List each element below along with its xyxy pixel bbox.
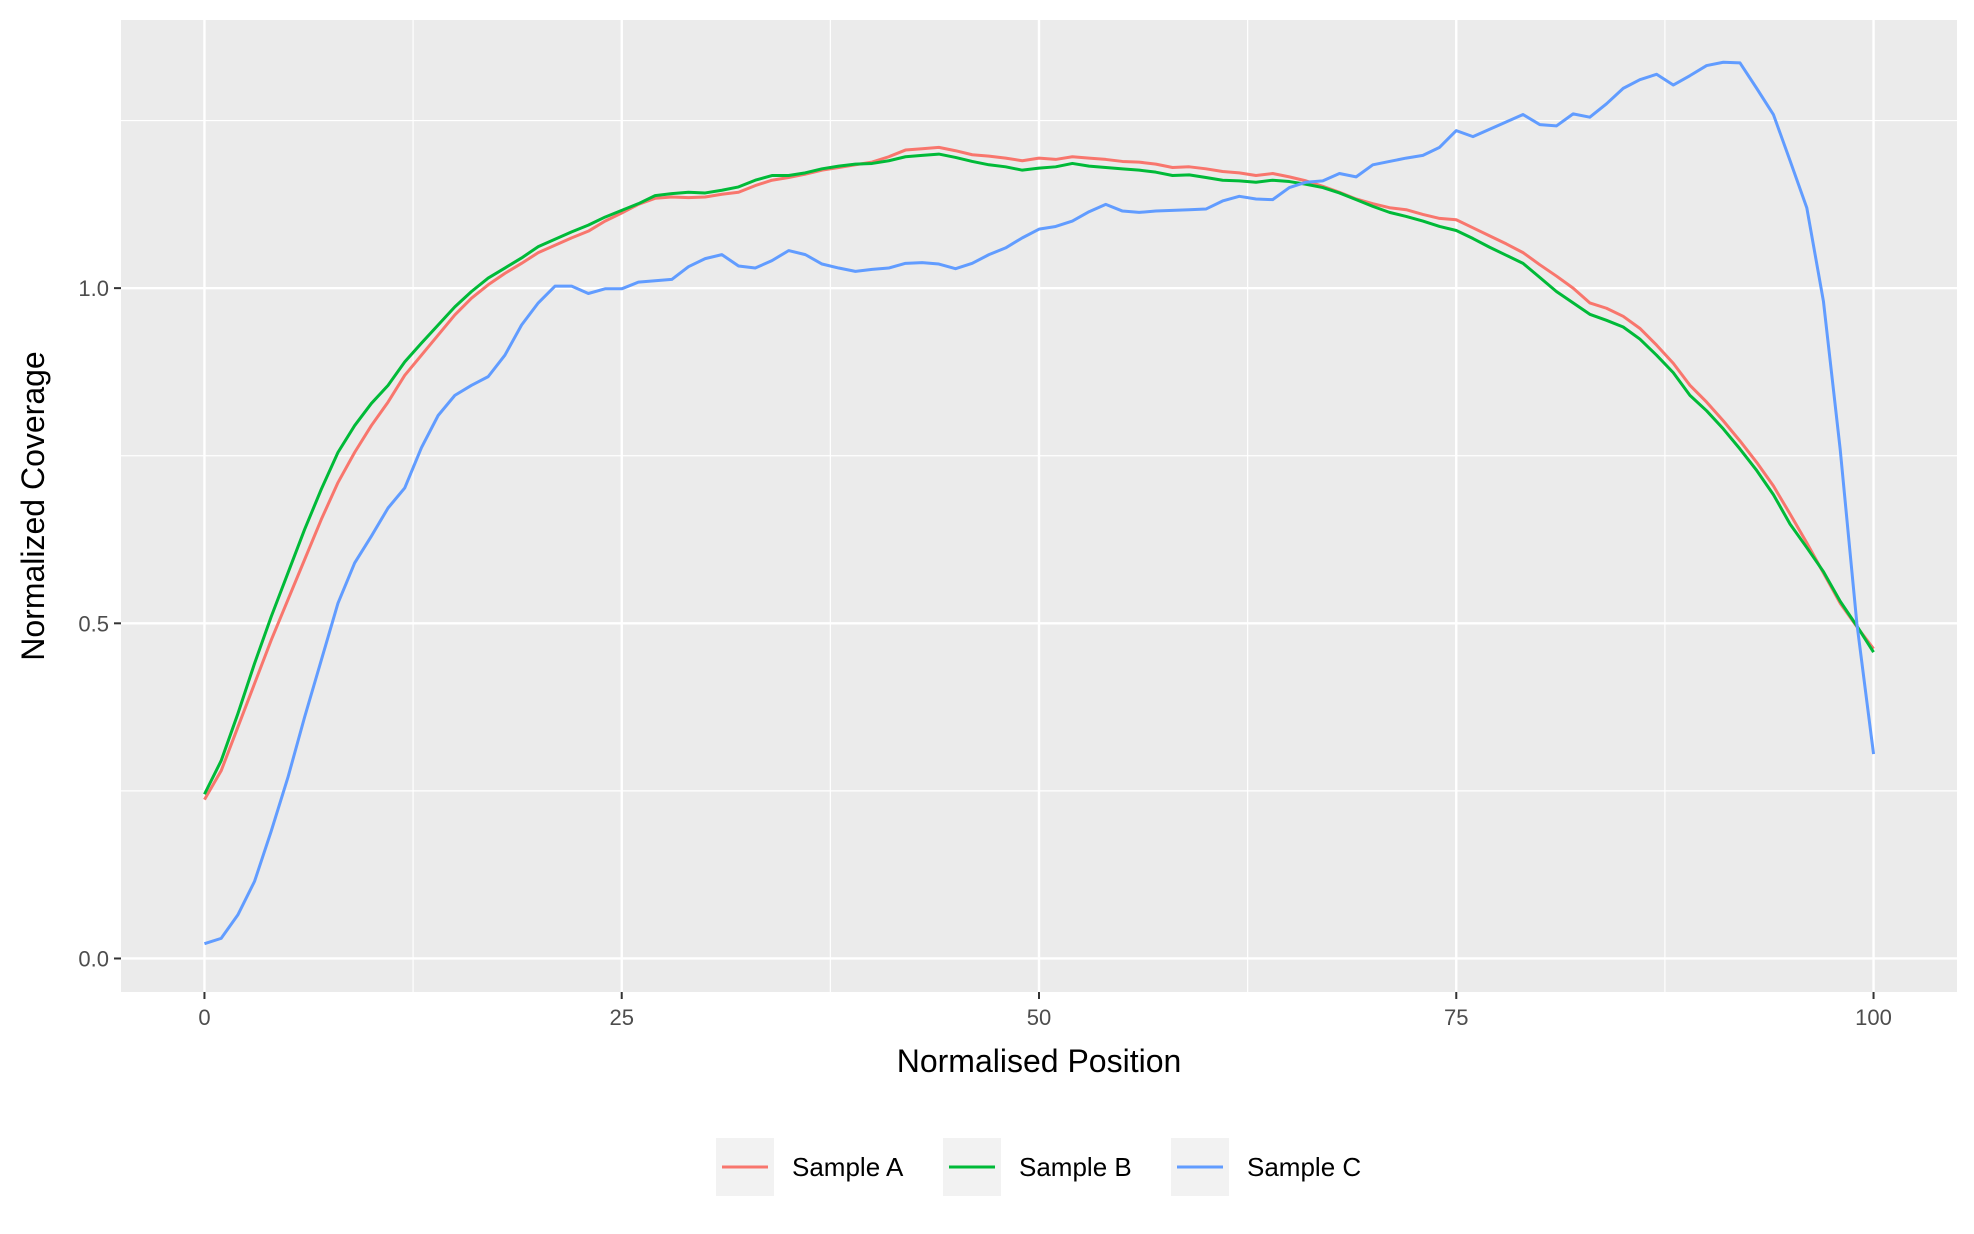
x-axis-title: Normalised Position	[897, 1043, 1182, 1079]
series-line-sample-a	[203, 145, 1875, 801]
major-gridlines	[121, 20, 1957, 992]
series-line-sample-c	[203, 60, 1876, 946]
x-tick-label: 100	[1855, 1005, 1892, 1030]
legend-label-sample-b: Sample B	[1019, 1152, 1132, 1182]
x-axis: 0 25 50 75 100	[198, 992, 1892, 1030]
legend-label-sample-c: Sample C	[1247, 1152, 1361, 1182]
y-tick-label: 0.0	[78, 946, 109, 971]
legend-label-sample-a: Sample A	[792, 1152, 904, 1182]
y-tick-label: 0.5	[78, 611, 109, 636]
y-axis: 0.0 0.5 1.0	[78, 276, 121, 971]
x-tick-label: 25	[609, 1005, 633, 1030]
y-axis-title: Normalized Coverage	[15, 351, 51, 660]
x-tick-label: 0	[198, 1005, 210, 1030]
x-tick-label: 50	[1027, 1005, 1051, 1030]
x-tick-label: 75	[1444, 1005, 1468, 1030]
legend: Sample A Sample B Sample C	[716, 1138, 1361, 1196]
y-tick-label: 1.0	[78, 276, 109, 301]
series-lines	[203, 60, 1876, 946]
series-line-sample-b	[203, 152, 1875, 795]
